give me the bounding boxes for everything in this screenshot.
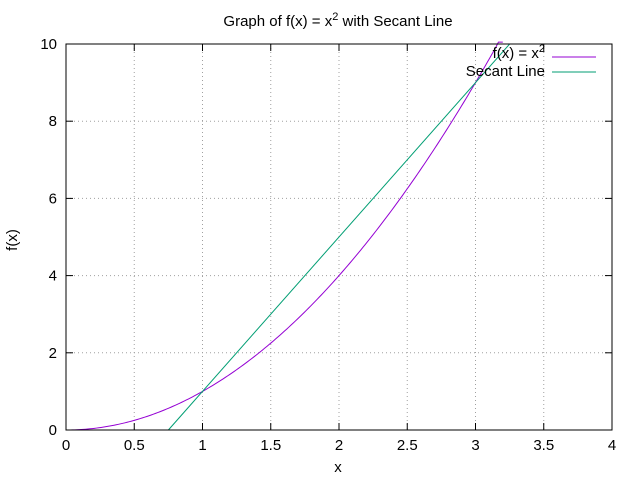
x-tick-label: 3 — [471, 437, 479, 454]
series-secant-line — [168, 43, 510, 431]
y-tick-label: 2 — [49, 345, 57, 362]
x-tick-label: 2.5 — [397, 437, 418, 454]
legend-label-secant: Secant Line — [466, 63, 545, 80]
x-tick-label: 3.5 — [533, 437, 554, 454]
y-tick-label: 6 — [49, 190, 57, 207]
y-axis-label: f(x) — [4, 229, 21, 251]
chart-title: Graph of f(x) = x2 with Secant Line — [223, 11, 452, 30]
x-tick-label: 1.5 — [260, 437, 281, 454]
x-axis-label: x — [334, 459, 342, 476]
x-tick-label: 0 — [62, 437, 70, 454]
x-tick-label: 1 — [198, 437, 206, 454]
y-tick-label: 0 — [49, 422, 57, 439]
plot-series — [65, 41, 510, 431]
y-tick-label: 10 — [40, 36, 57, 53]
x-tick-label: 0.5 — [124, 437, 145, 454]
series-fx-curve — [65, 41, 503, 431]
y-tick-label: 4 — [49, 268, 57, 285]
x-tick-label: 2 — [335, 437, 343, 454]
legend-label-fx: f(x) = x2 — [493, 43, 545, 62]
legend: f(x) = x2 Secant Line — [466, 43, 596, 80]
x-tick-label: 4 — [608, 437, 616, 454]
y-tick-label: 8 — [49, 113, 57, 130]
axis-ticks: 0 0.5 1 1.5 2 2.5 3 3.5 4 0 2 4 6 8 10 — [40, 36, 616, 454]
